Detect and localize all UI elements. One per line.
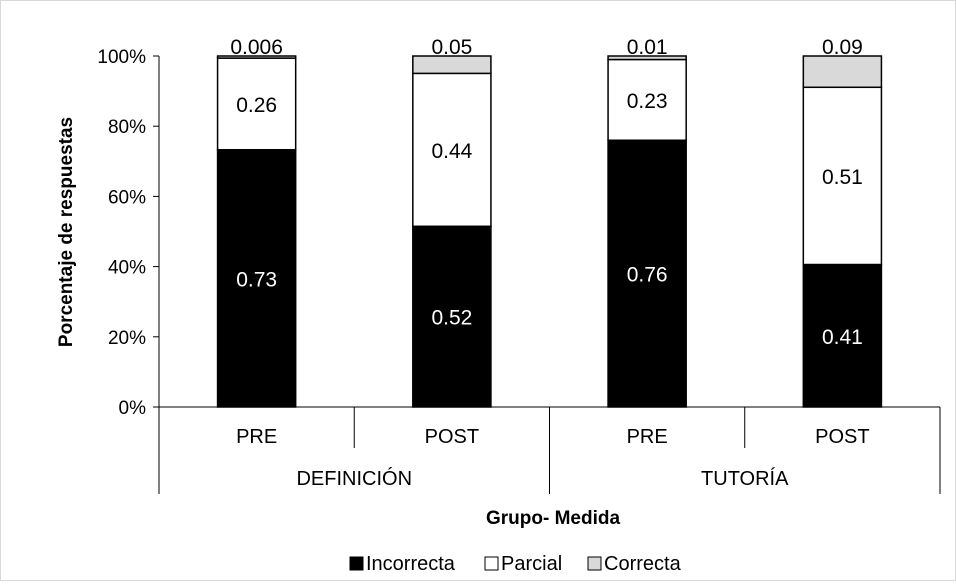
chart-axes: 0% 20% 40% 60% 80% 100% PRE POST PRE POST DEFINICI… [97, 47, 941, 494]
legend-label: Incorrecta [366, 553, 456, 575]
data-label: 0.73 [236, 268, 277, 291]
y-tick-label: 80% [108, 117, 146, 138]
data-label: 0.44 [431, 140, 472, 163]
bar-segment [607, 139, 687, 408]
legend-label: Parcial [501, 553, 562, 575]
data-label: 0.41 [822, 326, 863, 349]
data-label: 0.006 [230, 36, 283, 59]
x-category-label: PRE [236, 426, 277, 448]
data-label: 0.26 [236, 94, 277, 117]
bar-segment [412, 225, 492, 408]
bar-segment [802, 55, 883, 89]
x-category-label: POST [425, 426, 479, 448]
data-label: 0.05 [431, 36, 472, 59]
bar-segment [216, 148, 297, 408]
y-tick-label: 20% [108, 328, 146, 349]
legend: Incorrecta Parcial Correcta [349, 553, 682, 575]
data-label: 0.01 [627, 36, 668, 59]
y-tick-label: 40% [108, 258, 146, 279]
x-group-label: DEFINICIÓN [296, 467, 412, 490]
data-label: 0.09 [822, 36, 863, 59]
y-axis-title: Porcentaje de respuestas [56, 117, 77, 347]
y-tick-label: 60% [108, 187, 146, 208]
bar-segment [216, 55, 297, 59]
data-label: 0.23 [627, 90, 668, 113]
bar-segment [607, 55, 687, 61]
chart-data-labels: 0.73 0.26 0.006 0.52 0.44 0.05 0.76 0.23 0.01 0.4… [230, 36, 862, 349]
x-group-label: TUTORÍA [701, 467, 789, 490]
y-tick-label: 0% [119, 398, 147, 419]
x-category-label: POST [815, 426, 869, 448]
y-tick-label: 100% [97, 47, 146, 68]
data-label: 0.52 [431, 307, 472, 330]
x-category-label: PRE [627, 426, 668, 448]
bar-segment [607, 58, 687, 141]
data-label: 0.76 [627, 264, 668, 287]
bar-segment [802, 86, 883, 266]
data-label: 0.51 [822, 166, 863, 189]
legend-label: Correcta [604, 553, 682, 575]
chart-bars [216, 55, 883, 408]
x-axis-title: Grupo- Medida [486, 508, 620, 529]
bar-segment [412, 55, 492, 75]
bar-segment [412, 72, 492, 228]
bar-segment [216, 57, 297, 151]
legend-swatch [484, 556, 499, 571]
legend-swatch [349, 556, 364, 571]
legend-swatch [587, 556, 602, 571]
bar-segment [802, 263, 883, 408]
